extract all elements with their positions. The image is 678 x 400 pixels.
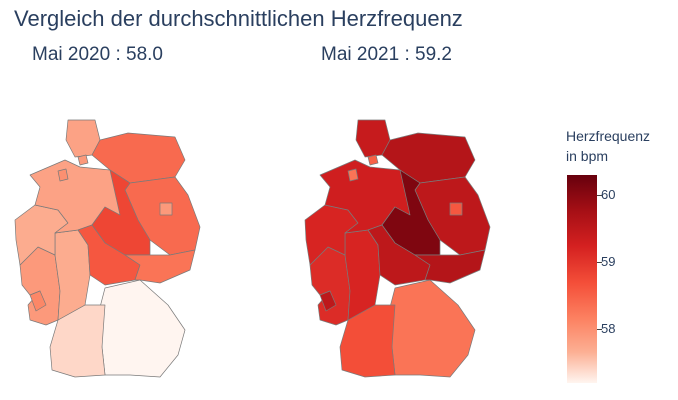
region-hb[interactable] xyxy=(57,168,69,182)
colorbar-tick-label: 58 xyxy=(601,321,616,337)
region-be[interactable] xyxy=(159,202,173,216)
region-hh[interactable] xyxy=(367,154,379,166)
subtitle-2021: Mai 2021 : 59.2 xyxy=(321,44,452,65)
colorbar-tick-mark xyxy=(597,262,602,264)
choropleth-map-2020 xyxy=(10,115,210,385)
region-bw[interactable] xyxy=(49,304,106,378)
colorbar-tick-label: 59 xyxy=(601,254,616,270)
region-by[interactable] xyxy=(97,279,186,378)
region-bw[interactable] xyxy=(339,304,396,378)
region-sn[interactable] xyxy=(414,249,486,284)
region-hb[interactable] xyxy=(347,168,359,182)
colorbar xyxy=(567,175,597,383)
region-hh[interactable] xyxy=(77,154,89,166)
colorbar-title: Herzfrequenz in bpm xyxy=(566,126,650,166)
subtitle-2020: Mai 2020 : 58.0 xyxy=(32,44,163,65)
region-sl[interactable] xyxy=(29,290,47,312)
colorbar-title-line2: in bpm xyxy=(566,148,609,164)
region-sn[interactable] xyxy=(124,249,196,284)
choropleth-map-2021 xyxy=(300,115,500,385)
colorbar-tick-label: 60 xyxy=(601,187,616,203)
chart-title: Vergleich der durchschnittlichen Herzfre… xyxy=(14,6,463,31)
colorbar-title-line1: Herzfrequenz xyxy=(566,128,651,144)
region-sl[interactable] xyxy=(319,290,337,312)
region-by[interactable] xyxy=(387,279,476,378)
region-be[interactable] xyxy=(449,202,463,216)
colorbar-tick-mark xyxy=(597,195,602,197)
colorbar-tick-mark xyxy=(597,329,602,331)
